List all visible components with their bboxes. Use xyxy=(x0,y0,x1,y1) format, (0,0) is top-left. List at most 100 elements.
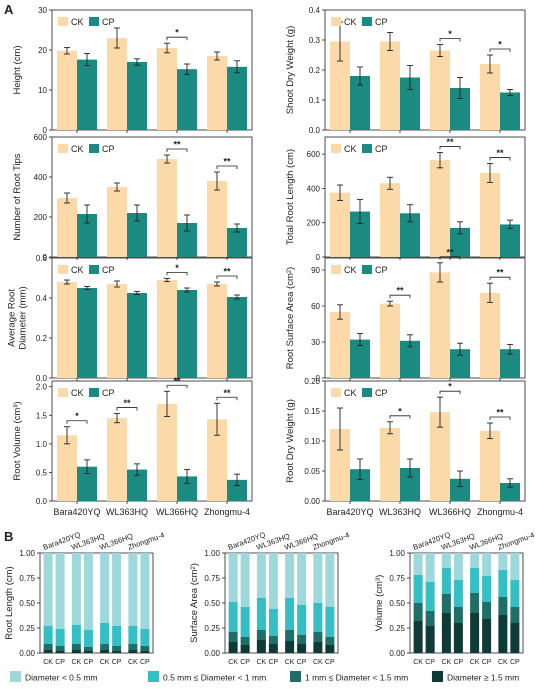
legend-swatch-cp xyxy=(89,17,99,26)
y-axis-label: Root Dry Weight (g) xyxy=(285,399,296,483)
legend-swatch-ck xyxy=(58,265,68,274)
significance-bracket xyxy=(216,396,238,401)
legend-label-diameter: 0.5 mm ≤ Diameter < 1 mm xyxy=(163,673,266,683)
ck-bar xyxy=(480,292,500,378)
y-tick-label: 0 xyxy=(43,126,48,135)
x-sublabel: CP xyxy=(55,659,65,666)
y-tick-label: 0.00 xyxy=(304,497,320,506)
x-sublabel: CP xyxy=(482,659,492,666)
stack-segment xyxy=(55,629,65,646)
x-sublabel: CP xyxy=(140,659,150,666)
legend-label-cp: CP xyxy=(102,17,115,27)
y-axis-label: Volume (cm³) xyxy=(374,575,385,631)
cp-bar xyxy=(227,228,247,257)
ck-bar xyxy=(207,284,227,378)
ck-bar xyxy=(380,41,400,130)
plot-frame xyxy=(324,136,526,258)
x-category-label: Zhongmu-4 xyxy=(126,530,165,552)
y-axis-label: Average Root xyxy=(7,289,18,347)
y-axis-label: Height (cm) xyxy=(12,45,23,94)
legend-swatch-diameter xyxy=(10,671,21,682)
stack-segment xyxy=(240,607,250,637)
legend-label-cp: CP xyxy=(102,265,115,275)
legend-swatch-ck xyxy=(331,144,341,153)
stack-segment xyxy=(55,651,65,653)
legend-label-cp: CP xyxy=(375,388,388,398)
y-tick-label: 0.50 xyxy=(19,599,35,608)
stack-segment xyxy=(470,613,480,653)
y-tick-label: 0.2 xyxy=(36,334,48,343)
ck-bar xyxy=(107,187,127,257)
ck-bar xyxy=(107,284,127,378)
legend-label-ck: CK xyxy=(71,265,84,275)
x-sublabel: CP xyxy=(510,659,520,666)
y-tick-label: 0.75 xyxy=(19,574,35,583)
significance-bracket xyxy=(389,294,411,299)
stack-segment xyxy=(297,635,307,644)
ck-bar xyxy=(380,303,400,378)
stack-segment xyxy=(228,632,238,642)
stack-segment xyxy=(313,642,323,653)
stack-segment xyxy=(425,582,435,611)
legend-swatch-cp xyxy=(89,265,99,274)
ck-bar xyxy=(57,282,77,378)
significance-bracket xyxy=(216,275,238,279)
stack-segment xyxy=(453,553,463,580)
x-sublabel: CP xyxy=(297,659,307,666)
cp-bar xyxy=(127,62,147,130)
chart-shoot-dry-weight: 0.0 0.1 0.2 0.3 0.4 Shoot Dry Weight (g) * * CK C… xyxy=(285,6,526,135)
x-sublabel: CK xyxy=(72,659,82,666)
stack-segment xyxy=(425,553,435,582)
significance-label: * xyxy=(498,40,502,50)
legend-label-cp: CP xyxy=(375,144,388,154)
significance-label: ** xyxy=(223,267,231,277)
significance-label: * xyxy=(448,29,452,39)
ck-bar xyxy=(57,435,77,501)
cp-bar xyxy=(400,213,420,257)
legend-swatch-ck xyxy=(58,144,68,153)
stack-segment xyxy=(441,553,451,568)
cp-bar xyxy=(350,339,370,378)
ck-bar xyxy=(207,419,227,501)
x-sublabel: CP xyxy=(240,659,250,666)
legend-label-cp: CP xyxy=(375,265,388,275)
ck-bar xyxy=(207,56,227,130)
x-sublabel: CP xyxy=(425,659,435,666)
ck-bar xyxy=(480,430,500,501)
significance-bracket xyxy=(116,407,138,411)
cp-bar xyxy=(177,223,197,257)
legend-swatch-cp xyxy=(362,388,372,397)
significance-label: ** xyxy=(496,148,504,158)
stack-segment xyxy=(510,580,520,607)
significance-label: ** xyxy=(173,376,181,386)
significance-label: ** xyxy=(396,286,404,296)
cp-bar xyxy=(227,479,247,501)
stack-segment xyxy=(313,632,323,642)
y-tick-label: 400 xyxy=(307,184,321,193)
stack-segment xyxy=(297,553,307,605)
stack-segment xyxy=(128,626,138,644)
x-sublabel: CP xyxy=(112,659,122,666)
cp-bar xyxy=(127,293,147,378)
ck-bar xyxy=(107,418,127,501)
y-tick-label: 30 xyxy=(38,6,47,15)
stack-segment xyxy=(112,553,122,626)
cp-bar xyxy=(450,349,470,378)
y-tick-label: 0.0 xyxy=(36,374,48,383)
y-tick-label: 0.4 xyxy=(309,6,321,15)
cp-bar xyxy=(500,92,520,130)
ck-bar xyxy=(207,181,227,257)
ck-bar xyxy=(480,173,500,257)
y-axis-label: Total Root Length (cm) xyxy=(285,149,296,245)
stack-segment xyxy=(441,594,451,613)
stack-segment xyxy=(100,650,110,653)
stack-segment xyxy=(285,598,295,630)
panel-label-a: A xyxy=(4,2,14,17)
legend-label-ck: CK xyxy=(344,265,357,275)
stack-segment xyxy=(510,623,520,653)
stack-segment xyxy=(228,553,238,602)
stack-segment xyxy=(498,570,508,597)
y-axis-label: Root Volume (cm³) xyxy=(12,401,23,480)
y-tick-label: 0.50 xyxy=(389,599,405,608)
